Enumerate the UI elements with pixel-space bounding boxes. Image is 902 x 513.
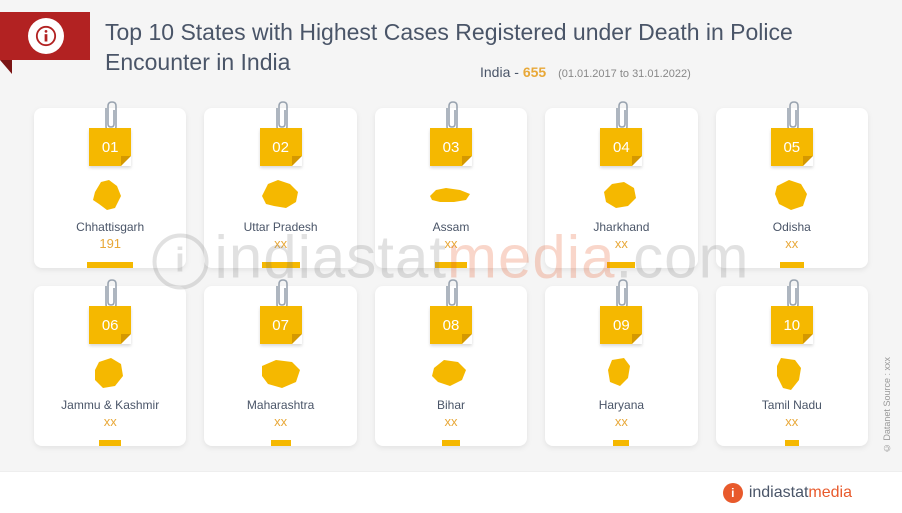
state-value: xx (785, 414, 798, 429)
rank-sticky: 09 (600, 306, 642, 344)
state-card: 08 Bihar xx (375, 286, 527, 446)
value-bar (271, 440, 291, 446)
state-name: Maharashtra (247, 398, 314, 412)
state-name: Jammu & Kashmir (61, 398, 159, 412)
state-card: 06 Jammu & Kashmir xx (34, 286, 186, 446)
rank-sticky: 01 (89, 128, 131, 166)
rank-number: 04 (613, 139, 630, 156)
state-card: 07 Maharashtra xx (204, 286, 356, 446)
rank-sticky: 10 (771, 306, 813, 344)
state-card: 05 Odisha xx (716, 108, 868, 268)
value-bar (785, 440, 799, 446)
state-shape-icon (256, 352, 306, 392)
dash: - (514, 64, 523, 80)
rank-sticky: 03 (430, 128, 472, 166)
value-bar (99, 440, 121, 446)
state-shape-icon (767, 174, 817, 214)
rank-number: 09 (613, 317, 630, 334)
rank-number: 01 (102, 139, 119, 156)
state-name: Tamil Nadu (762, 398, 822, 412)
state-shape-icon (596, 174, 646, 214)
state-shape-icon (426, 174, 476, 214)
rank-number: 05 (783, 139, 800, 156)
rank-number: 08 (443, 317, 460, 334)
value-bar (780, 262, 804, 268)
footer-logo: i indiastatmedia (723, 483, 852, 503)
state-shape-icon (256, 174, 306, 214)
total-value: 655 (523, 64, 546, 80)
state-name: Uttar Pradesh (244, 220, 318, 234)
state-value: xx (444, 414, 457, 429)
rank-sticky: 08 (430, 306, 472, 344)
ribbon-tail (0, 60, 12, 74)
state-card: 01 Chhattisgarh 191 (34, 108, 186, 268)
value-bar (87, 262, 133, 268)
state-name: Haryana (599, 398, 644, 412)
rank-number: 02 (272, 139, 289, 156)
footer-logo-icon: i (723, 483, 743, 503)
meta: India - 655 (01.01.2017 to 31.01.2022) (480, 64, 691, 80)
rank-number: 06 (102, 317, 119, 334)
state-name: Bihar (437, 398, 465, 412)
state-value: xx (785, 236, 798, 251)
state-name: Chhattisgarh (76, 220, 144, 234)
source-credit: © Datanet Source : xxx (882, 357, 892, 453)
state-value: xx (615, 236, 628, 251)
state-shape-icon (596, 352, 646, 392)
value-bar (262, 262, 300, 268)
rank-sticky: 07 (260, 306, 302, 344)
state-name: Assam (433, 220, 470, 234)
state-value: xx (274, 236, 287, 251)
state-shape-icon (767, 352, 817, 392)
state-shape-icon (426, 352, 476, 392)
value-bar (613, 440, 629, 446)
rank-number: 07 (272, 317, 289, 334)
state-card: 04 Jharkhand xx (545, 108, 697, 268)
state-value: xx (615, 414, 628, 429)
state-card: 09 Haryana xx (545, 286, 697, 446)
value-bar (435, 262, 467, 268)
rank-number: 10 (783, 317, 800, 334)
rank-sticky: 05 (771, 128, 813, 166)
footer-brand: indiastatmedia (749, 484, 852, 502)
state-name: Jharkhand (593, 220, 649, 234)
state-card: 02 Uttar Pradesh xx (204, 108, 356, 268)
state-value: xx (104, 414, 117, 429)
date-range: (01.01.2017 to 31.01.2022) (558, 68, 691, 80)
state-value: xx (444, 236, 457, 251)
card-grid: 01 Chhattisgarh 191 02 Uttar Pradesh xx 03 Assa… (34, 108, 868, 446)
state-value: xx (274, 414, 287, 429)
state-value: 191 (99, 236, 121, 251)
rank-sticky: 04 (600, 128, 642, 166)
rank-sticky: 06 (89, 306, 131, 344)
info-icon (28, 18, 64, 54)
state-card: 10 Tamil Nadu xx (716, 286, 868, 446)
state-shape-icon (85, 352, 135, 392)
rank-number: 03 (443, 139, 460, 156)
state-card: 03 Assam xx (375, 108, 527, 268)
rank-sticky: 02 (260, 128, 302, 166)
state-shape-icon (85, 174, 135, 214)
state-name: Odisha (773, 220, 811, 234)
footer: i indiastatmedia (0, 471, 902, 513)
value-bar (607, 262, 635, 268)
country-label: India (480, 64, 510, 80)
value-bar (442, 440, 460, 446)
